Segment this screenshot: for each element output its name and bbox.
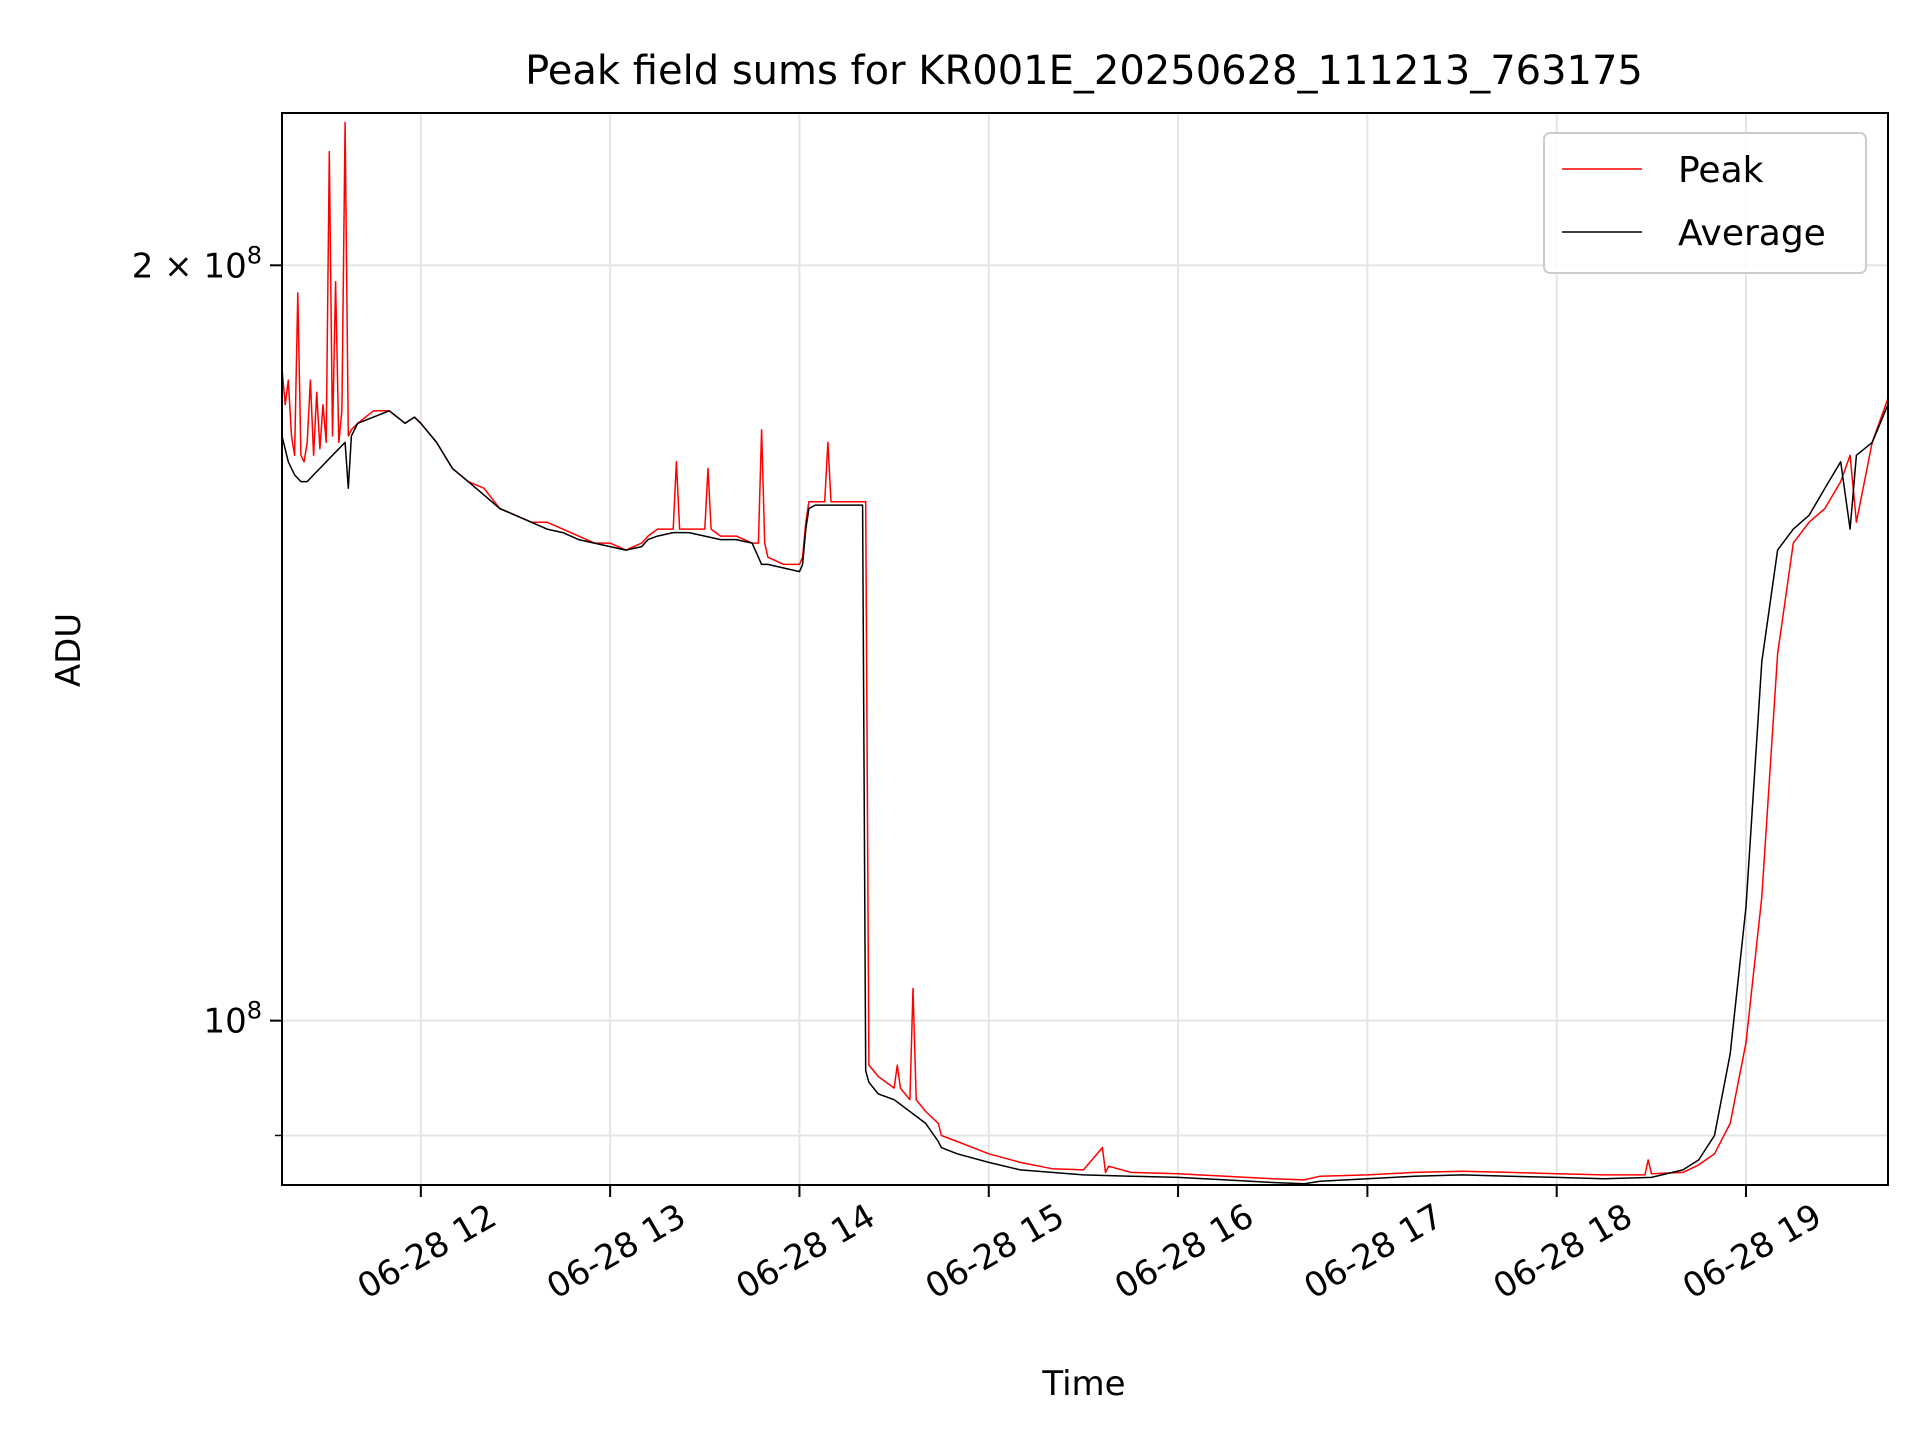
series-line-average bbox=[281, 404, 1889, 1185]
y-tick-label: 2 × 108 bbox=[132, 241, 262, 286]
y-tick-label: 108 bbox=[203, 997, 262, 1042]
chart-title: Peak field sums for KR001E_20250628_1112… bbox=[525, 48, 1643, 94]
plot-frame bbox=[281, 112, 1889, 1186]
legend: Peak Average bbox=[1543, 132, 1867, 274]
series-layer bbox=[281, 121, 1889, 1185]
x-axis-label: Time bbox=[1041, 1364, 1125, 1404]
grid-layer bbox=[282, 113, 1888, 1185]
legend-average-label: Average bbox=[1678, 213, 1826, 254]
legend-box bbox=[1543, 132, 1867, 274]
series-line-peak bbox=[281, 121, 1889, 1181]
legend-peak-label: Peak bbox=[1678, 150, 1764, 191]
plot-area bbox=[282, 113, 1888, 1185]
y-axis-label: ADU bbox=[49, 613, 89, 687]
y-axis-ticks: 108 2 × 108 bbox=[132, 241, 282, 1137]
